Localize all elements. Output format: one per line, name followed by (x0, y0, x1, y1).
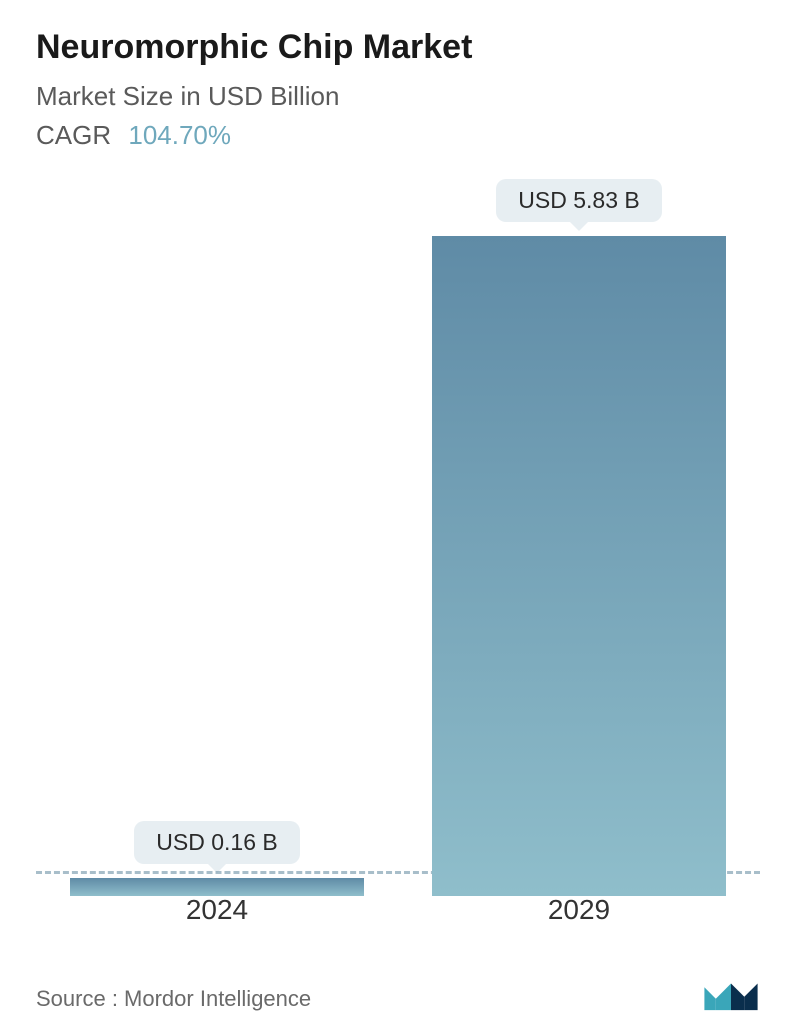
source-text: Source : Mordor Intelligence (36, 986, 311, 1012)
chart-title: Neuromorphic Chip Market (36, 28, 760, 67)
bar (432, 236, 725, 896)
year-label: 2024 (50, 894, 383, 926)
bar-group: USD 0.16 B (50, 821, 383, 874)
value-badge: USD 5.83 B (496, 179, 661, 222)
cagr-label: CAGR (36, 120, 111, 150)
cagr-row: CAGR 104.70% (36, 120, 760, 151)
footer: Source : Mordor Intelligence (36, 974, 760, 1012)
year-labels: 2024 2029 (36, 894, 760, 926)
chart-subtitle: Market Size in USD Billion (36, 81, 760, 112)
bar-group: USD 5.83 B (412, 179, 745, 874)
cagr-value: 104.70% (128, 120, 231, 150)
bars-container: USD 0.16 B USD 5.83 B (36, 154, 760, 874)
value-badge: USD 0.16 B (134, 821, 299, 864)
brand-logo-icon (702, 974, 760, 1012)
bar (70, 878, 363, 896)
chart-area: USD 0.16 B USD 5.83 B 2024 2029 (36, 161, 760, 1014)
year-label: 2029 (412, 894, 745, 926)
